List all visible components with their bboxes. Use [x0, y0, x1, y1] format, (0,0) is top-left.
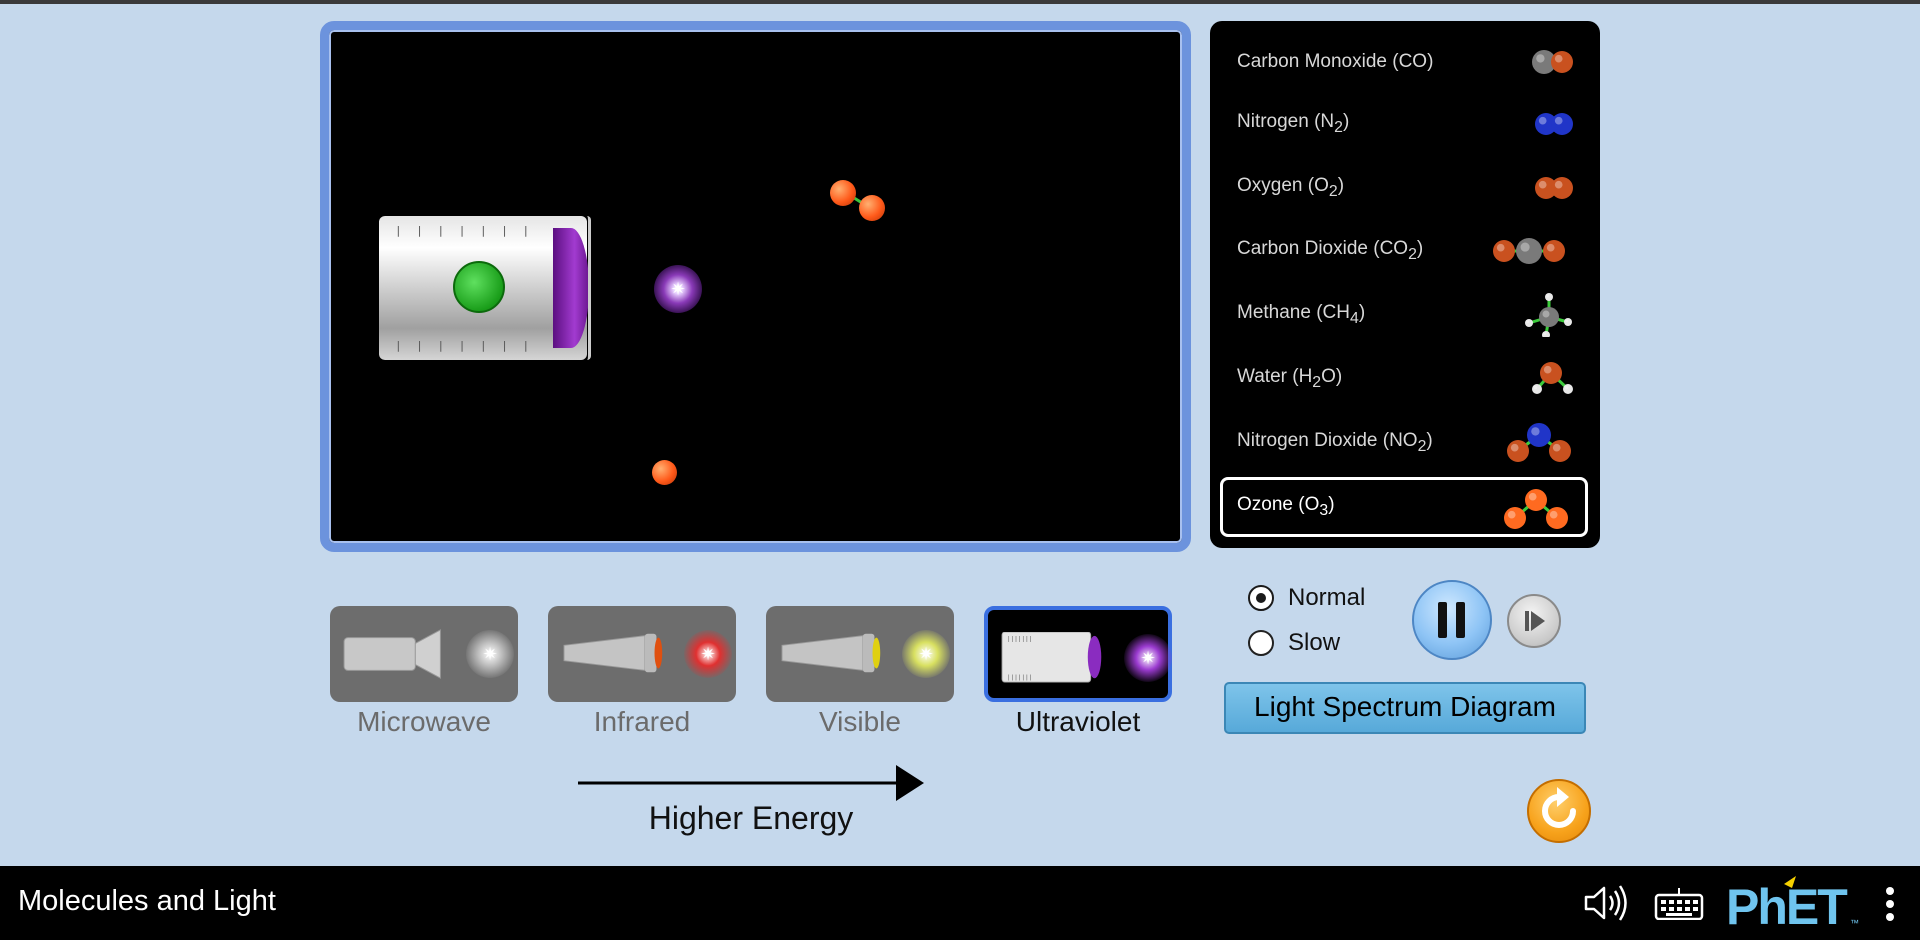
higher-energy-arrow — [578, 765, 924, 801]
microwave-source-label: Microwave — [357, 706, 491, 737]
microwave-source-button[interactable]: ✷ — [330, 606, 518, 702]
lamp-lens — [553, 228, 589, 348]
photon-glyph: ✷ — [700, 644, 716, 664]
molecule-item-h2o[interactable]: Water (H2O) — [1220, 349, 1588, 409]
speed-normal-radio[interactable] — [1248, 585, 1274, 611]
menu-icon[interactable] — [1878, 884, 1902, 924]
svg-text:PhET: PhET — [1726, 879, 1847, 932]
molecule-item-o2[interactable]: Oxygen (O2) — [1220, 158, 1588, 218]
svg-text:| | | | | | |: | | | | | | | — [1008, 636, 1032, 643]
molecule-label: Carbon Dioxide (CO2) — [1237, 238, 1424, 263]
photon-glyph: ✷ — [1140, 648, 1156, 668]
infrared-source-button[interactable]: ✷ — [548, 606, 736, 702]
photon-glyph: ✷ — [918, 644, 934, 664]
phet-logo[interactable]: PhET ™ — [1726, 874, 1866, 932]
ultraviolet-emitter-icon: | | | | | | | | | | | | | | — [1001, 632, 1102, 683]
svg-text:™: ™ — [1850, 918, 1859, 928]
speed-normal-option[interactable]: Normal — [1248, 582, 1365, 614]
co-molecule-icon — [1532, 50, 1573, 74]
svg-text:| | | | | | |: | | | | | | | — [1008, 674, 1032, 681]
sim-title: Molecules and Light — [18, 885, 276, 917]
pause-icon — [1438, 602, 1465, 638]
molecule-item-no2[interactable]: Nitrogen Dioxide (NO2) — [1220, 413, 1588, 473]
ultraviolet-photon: ✷ — [654, 265, 702, 313]
o2-molecule-icon — [1535, 177, 1573, 199]
molecule-item-n2[interactable]: Nitrogen (N2) — [1220, 94, 1588, 154]
co2-molecule-icon — [1493, 238, 1565, 264]
visible-photon-icon: ✷ — [902, 630, 950, 678]
ultraviolet-photon-icon: ✷ — [1124, 634, 1172, 682]
reset-all-button[interactable] — [1527, 779, 1591, 843]
infrared-emitter-icon — [563, 633, 663, 673]
ultraviolet-source-button[interactable]: | | | | | | | | | | | | | | ✷ — [984, 606, 1172, 702]
step-forward-button[interactable] — [1507, 594, 1561, 648]
ultraviolet-lamp-emitter: | | | | | | | | | | | | | | — [379, 216, 587, 360]
no2-molecule-icon — [1507, 423, 1571, 462]
step-forward-icon — [1525, 611, 1545, 631]
molecule-label: Methane (CH4) — [1237, 302, 1366, 327]
photon-glyph: ✷ — [482, 644, 498, 664]
speed-slow-radio[interactable] — [1248, 630, 1274, 656]
infrared-source-label: Infrared — [593, 706, 691, 737]
o2-fragment-atom-2 — [859, 195, 885, 221]
navigation-bar: Molecules and Light PhET ™ — [0, 866, 1920, 940]
molecule-label: Nitrogen Dioxide (NO2) — [1237, 430, 1433, 455]
o-atom-fragment — [652, 460, 677, 485]
molecule-item-co[interactable]: Carbon Monoxide (CO) — [1220, 32, 1588, 92]
lamp-rim — [579, 216, 591, 360]
molecule-label: Water (H2O) — [1237, 366, 1343, 391]
molecule-label: Ozone (O3) — [1237, 494, 1335, 519]
molecule-selector-panel: Carbon Monoxide (CO) Nitrogen (N2) Oxygen … — [1210, 21, 1600, 548]
infrared-photon-icon: ✷ — [684, 630, 732, 678]
lamp-vent-top: | | | | | | | — [395, 224, 534, 237]
sound-icon[interactable] — [1582, 884, 1632, 922]
photon-glyph: ✷ — [670, 279, 686, 299]
ultraviolet-source-label: Ultraviolet — [1015, 706, 1141, 737]
speed-slow-label: Slow — [1288, 629, 1341, 656]
microwave-photon-icon: ✷ — [466, 630, 514, 678]
pause-button[interactable] — [1412, 580, 1492, 660]
n2-molecule-icon — [1535, 113, 1573, 135]
observation-window: | | | | | | | | | | | | | | ✷ — [320, 21, 1191, 552]
emitter-on-button[interactable] — [453, 261, 505, 313]
molecule-label: Oxygen (O2) — [1237, 175, 1345, 200]
keyboard-icon[interactable] — [1654, 888, 1704, 920]
higher-energy-label: Higher Energy — [648, 800, 854, 836]
ch4-molecule-icon — [1525, 293, 1572, 337]
top-strip — [0, 0, 1920, 4]
microwave-emitter-icon — [343, 629, 441, 679]
reset-icon — [1542, 787, 1576, 828]
visible-source-label: Visible — [819, 706, 901, 737]
molecule-label: Nitrogen (N2) — [1237, 111, 1350, 136]
visible-emitter-icon — [781, 633, 881, 673]
molecule-label: Carbon Monoxide (CO) — [1237, 51, 1434, 72]
molecule-item-co2[interactable]: Carbon Dioxide (CO2) — [1220, 221, 1588, 281]
light-spectrum-diagram-button[interactable]: Light Spectrum Diagram — [1224, 682, 1586, 734]
speed-slow-option[interactable]: Slow — [1248, 627, 1340, 659]
molecule-item-o3[interactable]: Ozone (O3) — [1220, 477, 1588, 537]
h2o-molecule-icon — [1532, 362, 1573, 394]
o2-fragment-atom-1 — [830, 180, 856, 206]
lamp-vent-bottom: | | | | | | | — [395, 339, 534, 352]
speed-normal-label: Normal — [1288, 584, 1366, 611]
molecule-item-ch4[interactable]: Methane (CH4) — [1220, 285, 1588, 345]
visible-source-button[interactable]: ✷ — [766, 606, 954, 702]
o3-molecule-icon — [1504, 489, 1568, 529]
